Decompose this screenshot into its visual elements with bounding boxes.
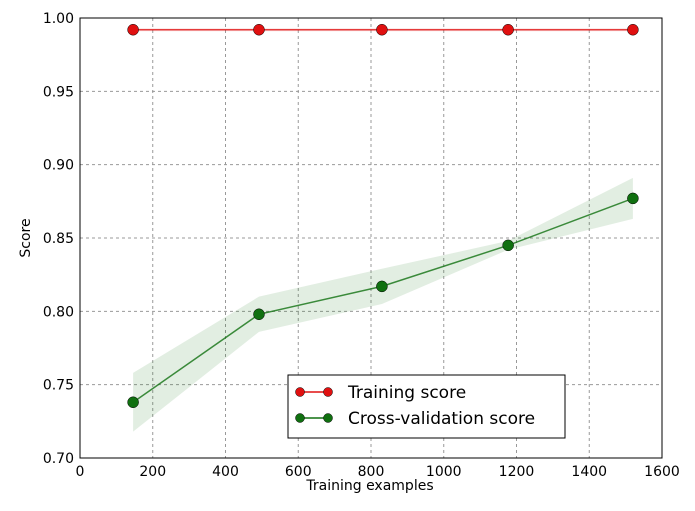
x-axis-label: Training examples — [305, 478, 433, 494]
x-tick-label: 800 — [358, 464, 385, 480]
x-tick-label: 1400 — [571, 464, 607, 480]
legend-label: Training score — [347, 383, 466, 403]
y-tick-label: 0.80 — [43, 304, 74, 320]
y-tick-label: 1.00 — [43, 11, 74, 27]
x-tick-label: 1000 — [426, 464, 462, 480]
data-point — [627, 23, 639, 36]
data-point — [376, 280, 388, 293]
legend-marker — [295, 413, 305, 423]
x-tick-label: 1600 — [644, 464, 680, 480]
legend-marker — [323, 387, 333, 397]
x-tick-label: 400 — [212, 464, 239, 480]
y-tick-label: 0.95 — [43, 84, 74, 100]
y-tick-label: 0.70 — [43, 451, 74, 467]
x-tick-label: 1200 — [499, 464, 535, 480]
data-point — [253, 23, 265, 36]
data-point — [253, 308, 265, 321]
data-point — [376, 23, 388, 36]
legend-label: Cross-validation score — [348, 409, 535, 429]
x-tick-label: 600 — [285, 464, 312, 480]
data-point — [502, 239, 514, 252]
data-point — [502, 23, 514, 36]
x-tick-label: 0 — [76, 464, 85, 480]
y-tick-label: 0.85 — [43, 231, 74, 247]
y-axis-label: Score — [18, 218, 34, 257]
x-tick-label: 200 — [139, 464, 166, 480]
plot-frame — [79, 17, 663, 459]
data-point — [627, 192, 639, 205]
data-point — [127, 23, 139, 36]
legend-box — [287, 374, 566, 439]
y-tick-label: 0.75 — [43, 378, 74, 394]
legend-marker — [323, 413, 333, 423]
data-point — [127, 396, 139, 409]
legend-marker — [295, 387, 305, 397]
y-tick-label: 0.90 — [43, 158, 74, 174]
